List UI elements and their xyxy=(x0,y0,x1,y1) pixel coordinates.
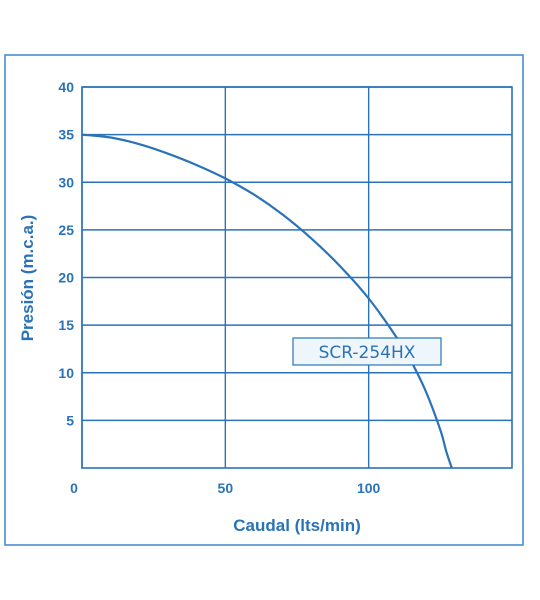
y-tick-label: 25 xyxy=(58,222,74,238)
y-tick-label: 15 xyxy=(58,317,74,333)
series-line-scr-254hx xyxy=(81,133,453,469)
y-tick-label: 10 xyxy=(58,365,74,381)
tick-labels: 5 10 15 20 25 30 35 40 0 50 100 xyxy=(58,79,380,496)
chart-frame xyxy=(4,54,524,546)
x-tick-label: 100 xyxy=(357,480,381,496)
series-label-box xyxy=(292,337,442,366)
series-label: SCR-254HX xyxy=(292,337,442,366)
y-axis-title: Presión (m.c.a.) xyxy=(18,215,37,342)
x-tick-label: 0 xyxy=(70,480,78,496)
y-tick-label: 5 xyxy=(66,412,74,428)
y-tick-label: 35 xyxy=(58,127,74,143)
x-axis-title: Caudal (lts/min) xyxy=(233,516,361,535)
y-tick-label: 30 xyxy=(58,174,74,190)
y-tick-label: 40 xyxy=(58,79,74,95)
plot-border xyxy=(81,86,513,469)
series-label-text: SCR-254HX xyxy=(319,343,416,363)
x-tick-label: 50 xyxy=(218,480,234,496)
y-tick-label: 20 xyxy=(58,270,74,286)
